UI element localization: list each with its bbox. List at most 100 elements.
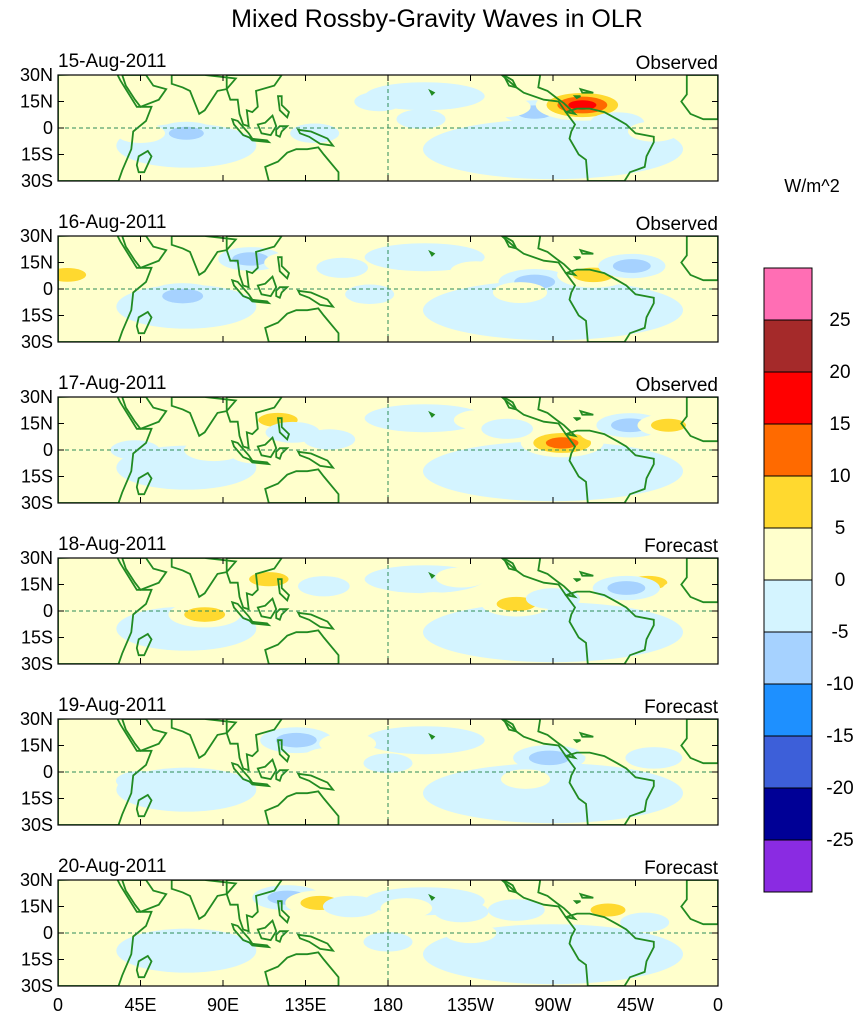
coastline <box>264 629 340 664</box>
coastline <box>275 125 290 139</box>
panel: 30N 15N 0 15S 30S 15-Aug-2011 Observed <box>20 51 719 191</box>
colorbar-swatch <box>763 579 813 633</box>
coastline <box>296 772 336 791</box>
coastline <box>264 468 340 503</box>
y-tick-label: 30N <box>20 870 53 890</box>
colorbar-label: -20 <box>826 778 853 799</box>
anomaly-blob <box>232 252 269 266</box>
anomaly-background-patch <box>364 404 485 433</box>
coastline <box>170 719 238 760</box>
coastline <box>564 590 655 664</box>
x-tick-label: 0 <box>53 995 63 1015</box>
y-tick-label: 15N <box>20 253 53 273</box>
panel-date: 16-Aug-2011 <box>58 212 166 233</box>
colorbar-label: 0 <box>835 570 846 591</box>
coastline <box>225 397 283 450</box>
coastline <box>256 435 278 459</box>
anomaly-blob <box>568 100 597 110</box>
panel-date: 19-Aug-2011 <box>58 695 166 716</box>
colorbar-swatch <box>763 475 813 529</box>
coastline <box>296 933 336 952</box>
anomaly-blob <box>197 740 249 761</box>
coastline <box>225 880 283 933</box>
coastline <box>578 409 594 416</box>
y-tick-label: 15N <box>20 575 53 595</box>
coastline <box>58 558 153 664</box>
panel-kind: Forecast <box>644 858 719 879</box>
coastline <box>500 236 578 277</box>
panels: 30N 15N 0 15S 30S 15-Aug-2011 Observed 30N 15N 0 1… <box>20 51 719 996</box>
anomaly-blob <box>87 275 139 296</box>
panel-field <box>58 719 718 825</box>
anomaly-blob <box>662 579 718 601</box>
coastline <box>578 87 594 94</box>
coastline <box>58 397 153 503</box>
coastline <box>680 558 718 604</box>
anomaly-blob <box>590 903 626 917</box>
coastline <box>264 951 340 986</box>
coastline <box>256 757 278 781</box>
anomaly-blob <box>612 259 651 273</box>
anomaly-blob <box>396 109 446 129</box>
coastline <box>121 719 168 752</box>
coastline <box>58 236 153 342</box>
anomaly-blob <box>408 592 460 613</box>
coastline <box>680 236 718 282</box>
panel-date: 18-Aug-2011 <box>58 534 166 555</box>
anomaly-blob <box>197 93 249 114</box>
colorbar-swatch <box>763 787 813 841</box>
coastline <box>564 751 655 825</box>
anomaly-blob <box>249 572 289 587</box>
y-tick-label: 30N <box>20 709 53 729</box>
anomaly-blob <box>628 121 680 142</box>
y-tick-label: 15N <box>20 92 53 112</box>
coastline <box>578 570 594 577</box>
coastline <box>578 248 594 255</box>
panel-date: 20-Aug-2011 <box>58 856 166 877</box>
colorbar-swatch <box>763 423 813 477</box>
coastline <box>135 149 153 174</box>
anomaly-blob <box>354 91 404 112</box>
anomaly-blob <box>650 418 687 432</box>
coastline <box>256 113 278 137</box>
coastline <box>502 558 518 572</box>
coastline <box>121 236 168 269</box>
panel-kind: Forecast <box>644 536 719 557</box>
coastline <box>170 236 238 277</box>
panel-kind: Forecast <box>644 697 719 718</box>
coastline <box>248 620 272 627</box>
coastline <box>428 410 436 418</box>
coastline <box>578 892 594 899</box>
coastline <box>680 397 718 443</box>
coastline <box>121 397 168 430</box>
coastline <box>135 793 153 818</box>
panel-field <box>58 880 718 986</box>
panel-kind: Observed <box>636 375 718 396</box>
y-tick-label: 30N <box>20 226 53 246</box>
y-tick-label: 30N <box>20 548 53 568</box>
coastline <box>572 95 581 100</box>
coastline <box>248 942 272 949</box>
anomaly-blob <box>545 437 579 449</box>
colorbar-swatch <box>763 735 813 789</box>
anomaly-blob <box>93 899 151 921</box>
coastline <box>502 880 518 894</box>
coastline <box>502 236 518 250</box>
panel-kind: Observed <box>636 53 718 74</box>
x-tick-label: 45W <box>617 995 654 1015</box>
colorbar-swatch <box>763 839 813 893</box>
coastline <box>500 880 578 921</box>
anomaly-blob <box>444 922 497 944</box>
coastline <box>276 95 291 120</box>
anomaly-blob <box>525 588 581 610</box>
coastline <box>502 75 518 89</box>
coastline <box>58 880 153 986</box>
colorbar-swatch <box>763 319 813 373</box>
coastline <box>264 146 340 181</box>
x-tick-label: 0 <box>713 995 723 1015</box>
anomaly-background-patch <box>423 119 683 180</box>
colorbar-swatch <box>763 527 813 581</box>
colorbar-label: -5 <box>832 622 849 643</box>
coastline <box>225 719 283 772</box>
coastline <box>572 417 581 422</box>
